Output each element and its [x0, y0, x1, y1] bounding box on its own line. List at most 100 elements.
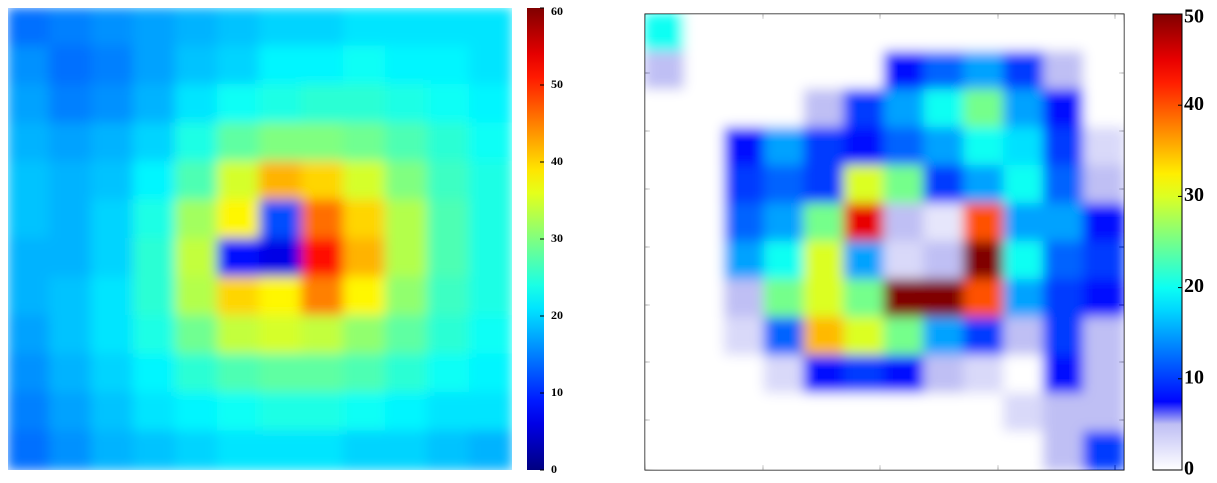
heatmap-cell	[683, 241, 726, 281]
heatmap-cell	[763, 355, 806, 395]
heatmap-cell	[91, 238, 135, 279]
heatmap-cell	[49, 8, 93, 48]
heatmap-cell	[645, 393, 686, 433]
heatmap-cell	[385, 84, 429, 125]
heatmap-cell	[133, 276, 177, 317]
heatmap-cell	[645, 89, 686, 129]
heatmap-cells	[8, 8, 512, 470]
heatmap-cell	[683, 431, 726, 470]
heatmap-cell	[8, 315, 51, 356]
heatmap-cell	[803, 431, 846, 470]
heatmap-cell	[175, 161, 219, 202]
heatmap-cell	[963, 51, 1006, 91]
heatmap-cell	[803, 203, 846, 243]
heatmap-cell	[385, 8, 429, 48]
heatmap-cell	[963, 127, 1006, 167]
heatmap-cell	[301, 45, 345, 86]
heatmap-cell	[8, 430, 51, 470]
heatmap-cell	[385, 161, 429, 202]
heatmap-cell	[49, 353, 93, 394]
heatmap-cell	[91, 392, 135, 433]
heatmap-cell	[1043, 431, 1086, 470]
heatmap-cell	[883, 241, 926, 281]
heatmap-cell	[803, 127, 846, 167]
heatmap-cell	[1083, 14, 1124, 53]
heatmap-cell	[133, 161, 177, 202]
heatmap-cell	[133, 199, 177, 240]
heatmap-cell	[1043, 127, 1086, 167]
heatmap-cell	[8, 8, 51, 48]
heatmap-cell	[343, 45, 387, 86]
heatmap-cell	[49, 392, 93, 433]
heatmap-cell	[645, 127, 686, 167]
heatmap-cell	[469, 84, 512, 125]
heatmap-cell	[723, 279, 766, 319]
heatmap	[645, 14, 1124, 470]
heatmap-cell	[217, 8, 261, 48]
heatmap-cell	[49, 84, 93, 125]
heatmap-cell	[963, 241, 1006, 281]
heatmap-cell	[301, 161, 345, 202]
heatmap-cell	[1043, 355, 1086, 395]
heatmap-cell	[427, 199, 471, 240]
heatmap-cell	[301, 238, 345, 279]
heatmap-cell	[923, 89, 966, 129]
heatmap-cell	[843, 89, 886, 129]
heatmap-cell	[1083, 355, 1124, 395]
heatmap-cell	[427, 8, 471, 48]
heatmap-cell	[723, 431, 766, 470]
heatmap-cell	[843, 393, 886, 433]
heatmap-cell	[843, 14, 886, 53]
colorbar-tick-label: 0	[551, 462, 557, 476]
colorbar-tick-label: 60	[551, 4, 563, 18]
heatmap-cell	[883, 317, 926, 357]
heatmap-cell	[963, 279, 1006, 319]
heatmap-cell	[803, 279, 846, 319]
heatmap-cell	[49, 161, 93, 202]
heatmap-cell	[1043, 241, 1086, 281]
heatmap-cell	[385, 392, 429, 433]
heatmap-cell	[1003, 393, 1046, 433]
heatmap-cell	[427, 161, 471, 202]
heatmap-cell	[963, 14, 1006, 53]
heatmap-cell	[301, 315, 345, 356]
heatmap-cell	[343, 276, 387, 317]
heatmap-cell	[883, 14, 926, 53]
heatmap-cell	[803, 355, 846, 395]
heatmap-cell	[963, 89, 1006, 129]
heatmap-cell	[301, 430, 345, 470]
heatmap-cell	[1043, 317, 1086, 357]
heatmap-cell	[259, 353, 303, 394]
heatmap-cell	[259, 276, 303, 317]
heatmap-cell	[49, 238, 93, 279]
heatmap-cell	[1003, 279, 1046, 319]
heatmap-cell	[343, 84, 387, 125]
heatmap-cell	[843, 203, 886, 243]
heatmap-cell	[803, 89, 846, 129]
heatmap-cell	[259, 122, 303, 163]
heatmap-cell	[963, 165, 1006, 205]
heatmap-cell	[1003, 241, 1046, 281]
heatmap-cell	[217, 238, 261, 279]
heatmap-cell	[1043, 14, 1086, 53]
heatmap-cell	[923, 241, 966, 281]
heatmap-cell	[843, 431, 886, 470]
heatmap-cell	[49, 430, 93, 470]
heatmap-cell	[923, 279, 966, 319]
heatmap-cell	[217, 353, 261, 394]
heatmap-cell	[49, 276, 93, 317]
heatmap-cell	[883, 165, 926, 205]
heatmap-cell	[385, 45, 429, 86]
heatmap-cell	[683, 393, 726, 433]
heatmap-cell	[1043, 165, 1086, 205]
heatmap-cell	[1043, 203, 1086, 243]
heatmap-cell	[723, 51, 766, 91]
heatmap-cell	[763, 279, 806, 319]
heatmap-cell	[723, 127, 766, 167]
heatmap-cell	[301, 8, 345, 48]
heatmap-cell	[923, 431, 966, 470]
heatmap-cell	[923, 355, 966, 395]
heatmap-cell	[1083, 203, 1124, 243]
heatmap-cell	[645, 279, 686, 319]
